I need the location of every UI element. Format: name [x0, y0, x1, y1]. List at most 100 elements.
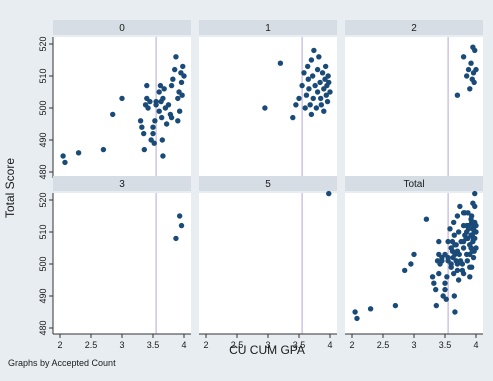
data-point	[442, 286, 448, 293]
data-point	[176, 108, 183, 114]
data-point	[439, 258, 445, 264]
x-tick-label: 2.5	[231, 340, 244, 350]
data-point	[442, 280, 448, 286]
data-point	[277, 60, 284, 66]
data-point	[168, 114, 175, 121]
data-point	[173, 235, 179, 242]
data-point	[452, 242, 458, 248]
data-point	[159, 137, 165, 143]
data-point	[151, 140, 157, 146]
data-point	[308, 57, 315, 63]
panel-title: 0	[119, 23, 125, 34]
panel-4: 5 2 2.5 3 3.5 4	[199, 176, 337, 350]
x-tick-label: 3.5	[147, 340, 160, 350]
data-point	[433, 286, 439, 293]
data-point	[450, 219, 457, 226]
y-tick-label: 500	[38, 256, 48, 271]
data-point	[175, 118, 181, 124]
data-point	[455, 277, 462, 283]
data-point	[450, 270, 457, 277]
x-tick-label: 4	[327, 340, 332, 350]
data-point	[448, 261, 454, 267]
data-point	[457, 203, 463, 210]
data-point	[325, 73, 331, 79]
data-point	[433, 302, 440, 309]
data-point	[436, 238, 442, 245]
data-point	[411, 251, 417, 258]
data-point	[464, 73, 470, 79]
data-point	[445, 238, 451, 245]
y-tick-label: 520	[38, 192, 48, 207]
data-point	[471, 79, 477, 86]
x-tick-label: 2	[203, 340, 208, 350]
y-axis-label: Total Score	[3, 158, 17, 218]
data-point	[423, 216, 430, 222]
y-tick-label: 490	[38, 132, 48, 147]
data-point	[141, 146, 148, 153]
data-point	[454, 92, 461, 98]
data-point	[307, 102, 313, 108]
data-point	[451, 293, 457, 299]
data-point	[181, 73, 187, 79]
panel-strip	[345, 176, 483, 191]
data-point	[447, 226, 453, 232]
data-point	[460, 210, 467, 216]
data-point	[472, 47, 478, 54]
x-tick-label: 2.5	[85, 340, 98, 350]
data-point	[318, 95, 324, 102]
data-point	[157, 82, 164, 89]
panel-strip	[199, 20, 337, 35]
panel-plot-area	[53, 37, 191, 178]
panel-strip	[345, 20, 483, 35]
data-point	[153, 102, 159, 108]
y-tick-label: 510	[38, 224, 48, 239]
panel-1: 1	[199, 20, 337, 178]
panel-title: Total	[403, 179, 424, 190]
by-note: Graphs by Accepted Count	[8, 358, 116, 368]
data-point	[176, 213, 183, 219]
data-point	[314, 89, 321, 95]
y-tick-label: 520	[38, 36, 48, 51]
data-point	[458, 238, 464, 245]
data-point	[313, 105, 320, 111]
panel-strip	[199, 176, 337, 191]
data-point	[354, 315, 360, 322]
data-point	[299, 82, 305, 89]
data-point	[472, 203, 478, 210]
panel-title: 3	[119, 179, 125, 190]
data-point	[156, 89, 162, 95]
data-point	[327, 89, 333, 95]
x-tick-label: 3	[411, 340, 416, 350]
data-point	[305, 76, 311, 82]
data-point	[147, 98, 153, 105]
data-point	[141, 130, 147, 137]
x-tick-label: 3	[265, 340, 270, 350]
data-point	[352, 309, 358, 315]
data-point	[470, 254, 477, 261]
x-tick-label: 4	[473, 340, 478, 350]
data-point	[179, 92, 185, 98]
panel-0: 0 480 490 500 510 520	[38, 20, 191, 180]
data-point	[317, 79, 323, 86]
data-point	[152, 118, 158, 124]
data-point	[467, 86, 473, 92]
data-point	[173, 54, 179, 60]
data-point	[175, 95, 181, 102]
y-tick-label: 480	[38, 320, 48, 335]
data-point	[459, 261, 466, 267]
y-tick-label: 490	[38, 288, 48, 303]
data-point	[468, 213, 475, 219]
data-point	[454, 213, 461, 219]
data-point	[436, 270, 442, 277]
data-point	[465, 222, 472, 229]
data-point	[465, 235, 471, 242]
data-point	[467, 274, 473, 280]
data-point	[402, 267, 408, 274]
data-point	[172, 66, 178, 73]
data-point	[290, 114, 296, 121]
y-tick-label: 480	[38, 164, 48, 179]
data-point	[451, 232, 457, 238]
panel-strip	[53, 176, 191, 191]
data-point	[319, 70, 326, 76]
